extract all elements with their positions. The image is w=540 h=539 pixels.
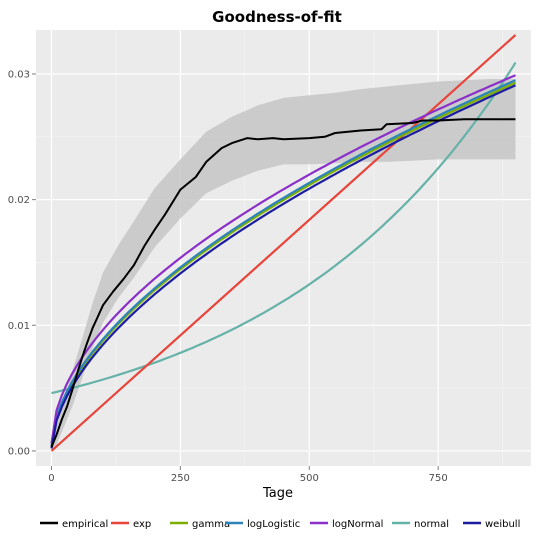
x-tick-label: 500 xyxy=(300,473,319,484)
x-axis: 0 250 500 750 xyxy=(48,466,448,484)
y-tick-label: 0.02 xyxy=(8,195,30,206)
series-line-logLogistic xyxy=(50,79,516,447)
chart-title: Goodness-of-fit xyxy=(212,8,342,26)
series-line-empirical xyxy=(50,118,516,448)
x-axis-title: Tage xyxy=(262,486,293,501)
x-tick-label: 750 xyxy=(429,473,448,484)
y-tick-label: 0.03 xyxy=(8,69,30,80)
legend-label-logLogistic: logLogistic xyxy=(247,519,300,530)
legend: empirical exp gamma logLogistic logNormal nor… xyxy=(40,519,520,530)
series-line-normal xyxy=(51,62,517,395)
legend-label-gamma: gamma xyxy=(192,519,230,530)
confidence-band xyxy=(51,79,516,451)
y-tick-label: 0.01 xyxy=(8,321,30,332)
y-tick-label: 0.00 xyxy=(8,446,30,457)
legend-label-empirical: empirical xyxy=(62,519,108,530)
confidence-band-area xyxy=(51,79,516,451)
legend-label-normal: normal xyxy=(414,519,449,530)
series-line-exp xyxy=(50,34,517,452)
series-lines xyxy=(50,34,517,452)
series-line-logNormal xyxy=(50,74,516,444)
legend-label-exp: exp xyxy=(133,519,151,530)
legend-label-weibull: weibull xyxy=(485,519,520,530)
y-axis: 0.00 0.01 0.02 0.03 xyxy=(8,69,36,457)
x-tick-label: 250 xyxy=(171,473,190,484)
legend-label-logNormal: logNormal xyxy=(332,519,383,530)
x-tick-label: 0 xyxy=(48,473,54,484)
series-line-gamma xyxy=(50,81,516,448)
